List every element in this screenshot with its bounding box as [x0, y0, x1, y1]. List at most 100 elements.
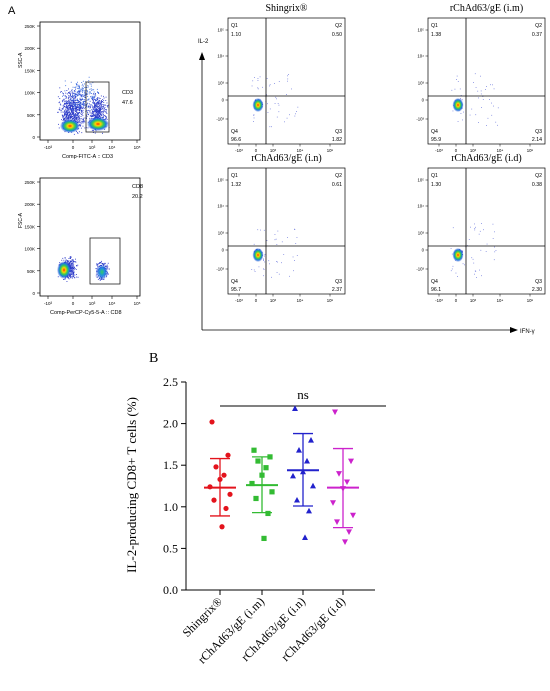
- event-dot: [74, 105, 76, 106]
- event-dot: [78, 87, 79, 89]
- event-dot: [66, 107, 68, 108]
- event-dot: [73, 102, 75, 104]
- event-dot: [70, 113, 72, 115]
- event-dot: [68, 95, 70, 97]
- event-dot: [75, 113, 76, 114]
- event-dot: [72, 265, 74, 266]
- event-dot: [70, 269, 72, 271]
- event-dot: [68, 118, 70, 120]
- event-dot: [79, 89, 81, 91]
- event-dot: [87, 127, 89, 129]
- event-dot: [70, 273, 72, 275]
- event-dot: [450, 270, 452, 272]
- event-dot: [92, 89, 94, 91]
- event-dot: [76, 109, 78, 110]
- event-dot: [65, 114, 67, 116]
- tick-label: 10³: [470, 298, 477, 303]
- event-dot: [83, 108, 85, 109]
- event-dot: [69, 104, 71, 105]
- gate-value-bottom: 20.2: [132, 194, 143, 200]
- event-dot: [74, 92, 76, 94]
- tick-label: 0: [32, 291, 35, 296]
- event-dot: [74, 102, 75, 104]
- event-dot: [71, 276, 73, 278]
- event-dot: [71, 112, 73, 113]
- event-dot: [69, 276, 71, 278]
- event-dot: [64, 113, 66, 115]
- data-point: [267, 454, 273, 460]
- event-dot: [71, 97, 73, 99]
- event-dot: [78, 109, 80, 111]
- event-dot: [96, 109, 98, 111]
- event-dot: [474, 73, 476, 75]
- event-dot: [69, 106, 71, 108]
- event-dot: [460, 113, 462, 114]
- event-dot: [73, 101, 75, 103]
- event-dot: [75, 95, 77, 97]
- event-dot: [95, 93, 96, 94]
- event-dot: [92, 102, 94, 104]
- event-dot: [478, 97, 479, 99]
- event-dot: [72, 104, 74, 106]
- event-dot: [454, 88, 456, 90]
- event-dot: [74, 115, 76, 117]
- tick-label: 10³: [270, 298, 277, 303]
- event-dot: [60, 111, 62, 113]
- cd3-gate: [85, 81, 110, 133]
- event-dot: [89, 107, 91, 109]
- event-dot: [292, 256, 294, 258]
- event-dot: [76, 91, 78, 93]
- event-dot: [460, 95, 462, 96]
- event-dot: [63, 94, 64, 96]
- event-dot: [89, 117, 91, 119]
- tick-label: 10⁴: [497, 298, 504, 303]
- event-dot: [87, 112, 88, 113]
- event-dot: [278, 111, 280, 113]
- event-dot: [71, 262, 73, 264]
- event-dot: [461, 99, 463, 101]
- event-dot: [70, 102, 71, 104]
- event-dot: [68, 100, 70, 102]
- event-dot: [64, 118, 66, 120]
- event-dot: [67, 277, 69, 279]
- tick-label: 10⁴: [109, 301, 116, 306]
- event-dot: [76, 85, 78, 87]
- event-dot: [101, 260, 102, 262]
- event-dot: [77, 132, 78, 134]
- event-dot: [87, 96, 89, 97]
- event-dot: [73, 90, 75, 91]
- event-dot: [96, 108, 98, 110]
- event-dot: [77, 119, 79, 121]
- event-dot: [87, 102, 88, 104]
- event-dot: [89, 110, 91, 112]
- event-dot: [69, 102, 70, 104]
- event-dot: [64, 80, 66, 82]
- event-dot: [70, 257, 72, 258]
- event-dot: [481, 107, 482, 108]
- event-dot: [75, 269, 77, 270]
- event-dot: [75, 86, 77, 88]
- event-dot: [81, 82, 83, 83]
- event-dot: [65, 260, 66, 262]
- event-dot: [64, 112, 66, 114]
- event-dot: [68, 102, 69, 104]
- event-dot: [67, 116, 69, 118]
- event-dot: [71, 111, 73, 113]
- event-dot: [72, 114, 74, 115]
- event-dot: [92, 112, 94, 114]
- event-dot: [70, 110, 72, 111]
- event-dot: [69, 106, 71, 108]
- event-dot: [80, 127, 82, 129]
- event-dot: [94, 106, 96, 108]
- event-dot: [97, 110, 99, 112]
- event-dot: [486, 243, 488, 245]
- data-point: [344, 479, 350, 486]
- q4-label: Q4: [231, 129, 238, 135]
- event-dot: [75, 83, 77, 85]
- event-dot: [89, 100, 91, 102]
- event-dot: [103, 104, 105, 106]
- event-dot: [80, 118, 82, 120]
- event-dot: [93, 130, 94, 132]
- event-dot: [92, 93, 94, 95]
- event-dot: [92, 107, 94, 109]
